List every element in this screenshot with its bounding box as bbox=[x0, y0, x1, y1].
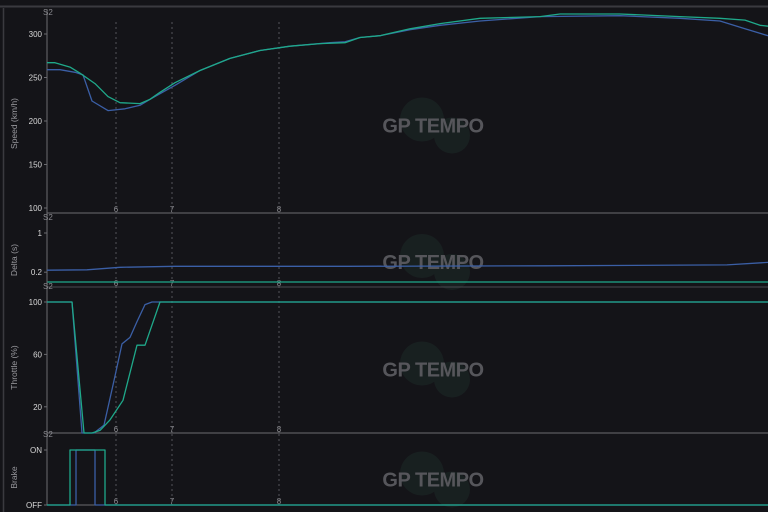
y-axis-label: Delta (s) bbox=[9, 244, 19, 276]
y-tick-label: ON bbox=[30, 446, 42, 455]
corner-marker-label: 6 bbox=[114, 425, 119, 434]
gp-tempo-logo: GP TEMPO bbox=[382, 341, 484, 398]
y-tick-label: OFF bbox=[26, 501, 42, 510]
logo-circle bbox=[400, 97, 444, 142]
corner-marker-label: 6 bbox=[114, 205, 119, 214]
corner-marker-label: 6 bbox=[114, 279, 119, 288]
corner-marker-label: 8 bbox=[277, 497, 282, 506]
corner-marker-label: 7 bbox=[170, 279, 175, 288]
y-tick-label: 0.2 bbox=[31, 268, 43, 277]
corner-marker-label: 7 bbox=[170, 205, 175, 214]
panel-4: 6 7 8 GP TEMPO S2 OFF ON Brake bbox=[9, 426, 768, 510]
sector-label: S2 bbox=[43, 213, 53, 222]
series-line-1 bbox=[47, 301, 768, 434]
logo-text: GP TEMPO bbox=[382, 116, 483, 138]
y-tick-label: 100 bbox=[29, 204, 43, 213]
logo-circle bbox=[434, 471, 470, 508]
y-tick-label: 100 bbox=[29, 298, 43, 307]
panel-3: 6 7 8 GP TEMPO S2 20 60 100 Throttle (%) bbox=[9, 278, 768, 434]
logo-text: GP TEMPO bbox=[382, 470, 483, 492]
panel-1: 6 7 8 GP TEMPO S2 100 150 200 250 300 Speed (km/h) bbox=[9, 8, 768, 214]
corner-marker-label: 8 bbox=[277, 205, 282, 214]
logo-circle bbox=[400, 341, 444, 386]
y-axis-label: Speed (km/h) bbox=[9, 98, 19, 149]
y-axis-label: Throttle (%) bbox=[9, 345, 19, 390]
corner-marker-label: 8 bbox=[277, 279, 282, 288]
sector-label: S2 bbox=[43, 430, 53, 439]
series-line-2 bbox=[47, 301, 768, 434]
corner-marker-label: 7 bbox=[170, 497, 175, 506]
corner-marker-label: 7 bbox=[170, 425, 175, 434]
logo-circle bbox=[434, 361, 470, 398]
y-tick-label: 60 bbox=[33, 350, 42, 359]
series-line-1 bbox=[47, 449, 768, 506]
y-tick-label: 1 bbox=[38, 229, 43, 238]
logo-circle bbox=[434, 254, 470, 290]
corner-marker-label: 8 bbox=[277, 425, 282, 434]
gp-tempo-logo: GP TEMPO bbox=[382, 451, 484, 508]
sector-label: S2 bbox=[43, 8, 53, 17]
y-tick-label: 250 bbox=[29, 74, 43, 83]
logo-text: GP TEMPO bbox=[382, 360, 483, 382]
series-line-1 bbox=[47, 13, 768, 105]
y-tick-label: 20 bbox=[33, 403, 42, 412]
y-tick-label: 300 bbox=[29, 30, 43, 39]
logo-circle bbox=[434, 117, 470, 154]
series-line-2 bbox=[46, 261, 768, 271]
corner-marker-label: 6 bbox=[114, 497, 119, 506]
y-tick-label: 200 bbox=[29, 117, 43, 126]
gp-tempo-logo: GP TEMPO bbox=[382, 234, 484, 290]
y-tick-label: 150 bbox=[29, 161, 43, 170]
logo-circle bbox=[400, 451, 444, 496]
logo-text: GP TEMPO bbox=[382, 252, 483, 274]
logo-circle bbox=[400, 234, 444, 278]
sector-label: S2 bbox=[43, 282, 53, 291]
y-axis-label: Brake bbox=[9, 466, 19, 488]
gp-tempo-logo: GP TEMPO bbox=[382, 97, 484, 154]
